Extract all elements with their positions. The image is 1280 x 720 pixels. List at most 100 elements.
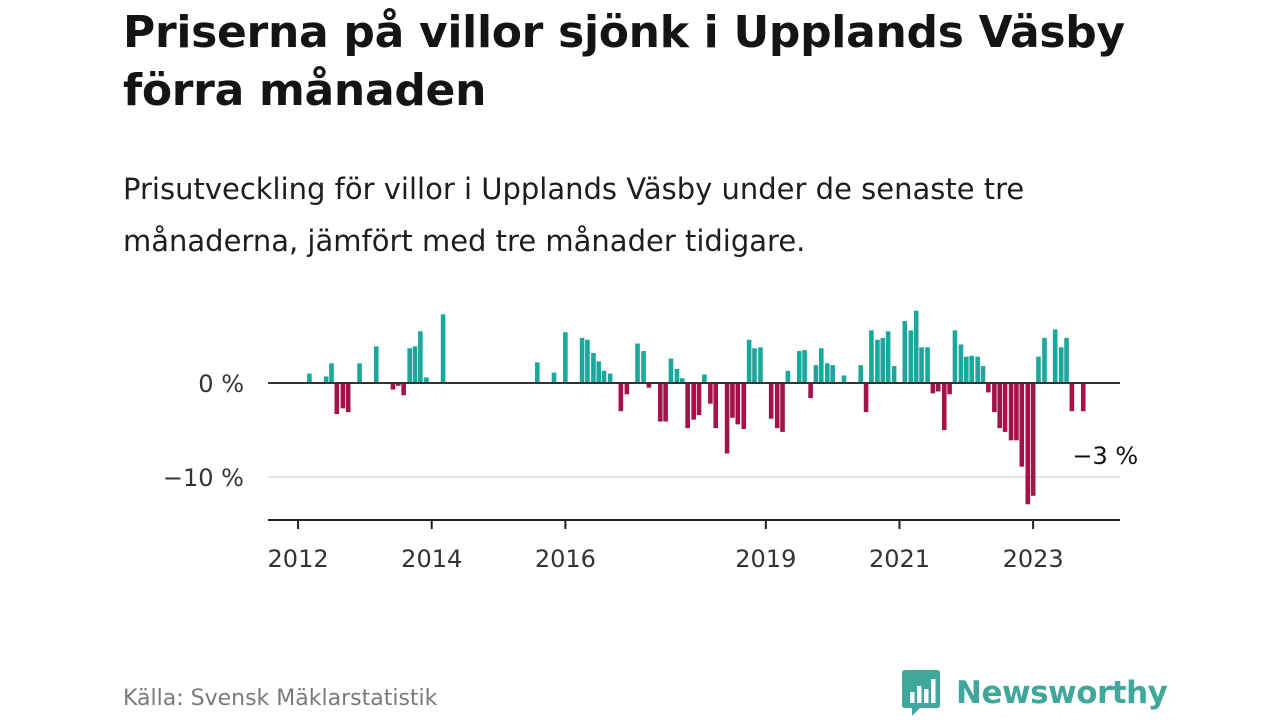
bar-positive xyxy=(674,368,680,383)
bar-positive xyxy=(1036,356,1041,383)
bar-negative xyxy=(396,383,401,386)
bar-positive xyxy=(919,347,924,383)
bar-positive xyxy=(668,358,674,383)
bar-negative xyxy=(947,383,952,395)
bar-positive xyxy=(596,361,602,383)
bar-positive xyxy=(702,374,707,383)
bar-positive xyxy=(758,347,763,383)
bar-positive xyxy=(980,366,986,383)
bar-positive xyxy=(373,346,379,383)
bar-positive xyxy=(591,352,596,383)
bar-negative xyxy=(618,383,624,412)
bar-positive xyxy=(579,337,585,383)
bar-positive xyxy=(551,372,557,383)
bar-positive xyxy=(902,320,908,383)
bar-negative xyxy=(1080,383,1086,412)
bar-positive xyxy=(869,330,874,383)
x-tick-label: 2016 xyxy=(535,545,596,573)
bar-positive xyxy=(680,378,685,383)
bar-positive xyxy=(641,351,646,383)
bar-negative xyxy=(997,383,1003,429)
bar-negative xyxy=(345,383,351,413)
newsworthy-logo-icon xyxy=(902,670,940,716)
bar-positive xyxy=(635,343,640,383)
bar-positive xyxy=(885,331,891,383)
annotation-label: −3 % xyxy=(1072,442,1138,470)
bar-positive xyxy=(925,347,930,383)
bar-positive xyxy=(830,365,835,383)
bar-negative xyxy=(741,383,747,430)
bar-negative xyxy=(1019,383,1025,467)
bar-negative xyxy=(724,383,730,454)
bar-negative xyxy=(730,383,735,418)
y-tick-label: 0 % xyxy=(198,370,244,398)
bar-positive xyxy=(329,363,334,383)
bar-positive xyxy=(813,365,819,383)
bar-positive xyxy=(796,351,802,383)
bar-positive xyxy=(880,337,886,383)
bar-negative xyxy=(708,383,713,404)
bar-positive xyxy=(534,362,540,383)
bar-positive xyxy=(752,348,757,383)
bar-layer xyxy=(307,310,1086,505)
bar-negative xyxy=(1002,383,1008,432)
bar-negative xyxy=(691,383,696,420)
bar-chart: 0 % −10 % 2012 2014 2016 2019 2021 2023 −3 % xyxy=(163,310,1138,573)
bar-positive xyxy=(875,339,880,383)
bar-negative xyxy=(390,383,396,390)
bar-positive xyxy=(323,376,329,383)
bar-positive xyxy=(746,339,752,383)
bar-negative xyxy=(930,383,936,394)
bar-negative xyxy=(624,383,630,395)
bar-positive xyxy=(818,348,824,383)
x-tick-label: 2012 xyxy=(268,545,329,573)
bar-negative xyxy=(1025,383,1031,505)
bar-positive xyxy=(607,373,613,383)
bar-negative xyxy=(935,383,941,392)
x-tick-label: 2014 xyxy=(401,545,462,573)
bar-positive xyxy=(412,346,418,383)
brand-logo: Newsworthy xyxy=(900,668,1168,718)
bar-positive xyxy=(841,375,847,383)
bar-positive xyxy=(1052,329,1058,383)
bar-positive xyxy=(357,363,362,383)
bar-negative xyxy=(1030,383,1036,496)
y-tick-label: −10 % xyxy=(163,464,244,492)
bar-positive xyxy=(825,363,830,383)
chart-subtitle: Prisutveckling för villor i Upplands Väs… xyxy=(123,172,1025,258)
bar-negative xyxy=(1008,383,1014,441)
bar-positive xyxy=(891,366,897,383)
bar-negative xyxy=(340,383,346,409)
bar-negative xyxy=(1014,383,1019,441)
bar-negative xyxy=(863,383,869,413)
bar-negative xyxy=(646,383,652,388)
axis-layer: 0 % −10 % 2012 2014 2016 2019 2021 2023 xyxy=(163,370,1120,573)
page-title: Priserna på villor sjönk i Upplands Väsb… xyxy=(123,7,1125,116)
bar-positive xyxy=(1064,337,1069,383)
x-tick-label: 2023 xyxy=(1003,545,1064,573)
bar-positive xyxy=(407,348,412,383)
bar-negative xyxy=(941,383,947,430)
bar-negative xyxy=(657,383,663,422)
bar-positive xyxy=(913,310,919,383)
bar-positive xyxy=(975,356,980,383)
bar-positive xyxy=(802,350,807,383)
bar-positive xyxy=(601,370,607,383)
bar-positive xyxy=(958,344,964,383)
bar-negative xyxy=(780,383,785,432)
bar-negative xyxy=(992,383,997,413)
x-tick-label: 2019 xyxy=(735,545,796,573)
bar-negative xyxy=(1069,383,1075,412)
bar-positive xyxy=(563,332,568,383)
bar-negative xyxy=(735,383,741,425)
bar-positive xyxy=(952,330,958,383)
bar-positive xyxy=(969,355,974,383)
bar-positive xyxy=(440,314,446,383)
bar-positive xyxy=(418,331,423,383)
bar-negative xyxy=(334,383,340,415)
bar-positive xyxy=(424,377,429,383)
bar-positive xyxy=(858,365,864,383)
bar-positive xyxy=(908,330,914,383)
bar-negative xyxy=(768,383,774,419)
bar-negative xyxy=(986,383,991,393)
